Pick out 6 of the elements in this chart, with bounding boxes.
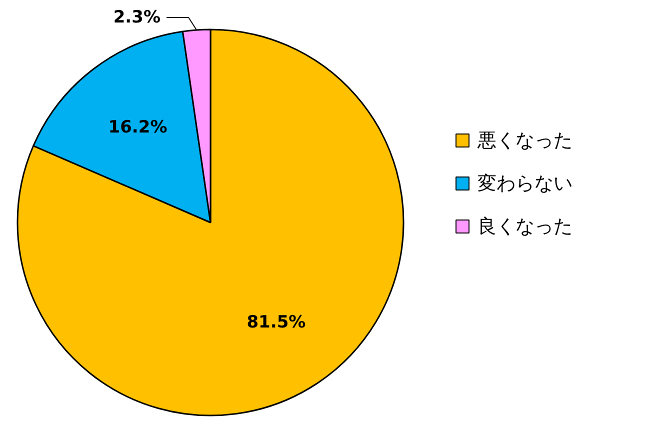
data-label: 16.2% bbox=[108, 117, 168, 138]
legend-label: 良くなった bbox=[478, 216, 572, 238]
legend-label: 悪くなった bbox=[476, 130, 572, 152]
legend-label: 変わらない bbox=[478, 172, 572, 194]
data-label: 2.3% bbox=[113, 8, 161, 28]
data-label: 81.5% bbox=[246, 312, 306, 333]
